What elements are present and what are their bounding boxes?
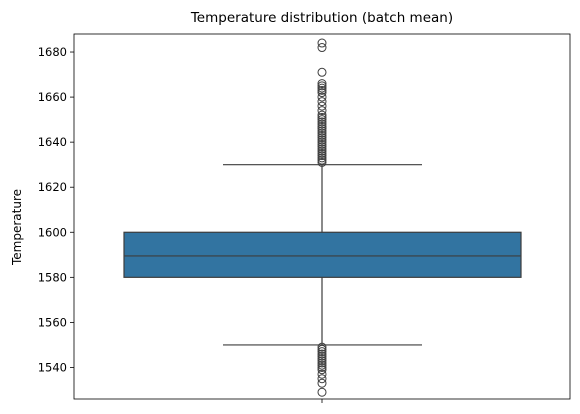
outlier-point — [317, 369, 327, 379]
outlier-point — [317, 353, 327, 363]
outlier-point — [317, 142, 327, 152]
outlier-point — [317, 157, 327, 167]
outlier-point — [317, 358, 327, 368]
y-tick-label: 1640 — [38, 135, 67, 149]
chart-title: Temperature distribution (batch mean) — [190, 10, 453, 26]
y-tick-label: 1660 — [38, 90, 67, 104]
outlier-point — [317, 121, 327, 131]
outlier-point — [317, 362, 327, 372]
outlier-point — [317, 119, 327, 129]
y-tick-label: 1540 — [38, 360, 67, 374]
outlier-point — [317, 126, 327, 136]
outlier-point — [317, 137, 327, 147]
outlier-point — [317, 387, 327, 397]
outlier-point — [317, 378, 327, 388]
outlier-point — [317, 151, 327, 161]
y-tick-label: 1600 — [38, 225, 67, 239]
outlier-point — [317, 135, 327, 145]
outlier-point — [317, 351, 327, 361]
outlier-point — [317, 146, 327, 156]
outlier-point — [317, 153, 327, 163]
y-axis-label: Temperature — [10, 189, 24, 266]
outlier-point — [317, 101, 327, 111]
outlier-point — [317, 374, 327, 384]
y-tick-label: 1620 — [38, 180, 67, 194]
y-tick-label: 1580 — [38, 270, 67, 284]
outlier-point — [317, 344, 327, 354]
outlier-point — [317, 155, 327, 165]
outlier-point — [317, 110, 327, 120]
outlier-point — [317, 43, 327, 53]
outlier-point — [317, 360, 327, 370]
outlier-point — [317, 347, 327, 357]
outlier-point — [317, 349, 327, 359]
outlier-point — [317, 117, 327, 127]
outlier-point — [317, 92, 327, 102]
outlier-point — [317, 124, 327, 134]
y-axis: 1540 1560 1580 1600 1620 1640 1660 1680 — [38, 45, 74, 374]
outlier-point — [317, 79, 327, 89]
outlier-point — [317, 365, 327, 375]
outlier-point — [317, 139, 327, 149]
outliers — [317, 38, 327, 397]
outlier-point — [317, 115, 327, 125]
outlier-point — [317, 148, 327, 158]
outlier-point — [317, 85, 327, 95]
outlier-point — [317, 144, 327, 154]
outlier-point — [317, 97, 327, 107]
outlier-point — [317, 88, 327, 98]
outlier-point — [317, 38, 327, 48]
box-group — [123, 164, 522, 346]
outlier-point — [317, 83, 327, 93]
outlier-point — [317, 130, 327, 140]
outlier-point — [317, 106, 327, 116]
outlier-point — [317, 112, 327, 122]
outlier-point — [317, 133, 327, 143]
outlier-point — [317, 81, 327, 91]
y-tick-label: 1680 — [38, 45, 67, 59]
outlier-point — [317, 128, 327, 138]
y-tick-label: 1560 — [38, 315, 67, 329]
outlier-point — [317, 67, 327, 77]
iqr-box — [123, 231, 522, 278]
outlier-point — [317, 342, 327, 352]
outlier-point — [317, 356, 327, 366]
